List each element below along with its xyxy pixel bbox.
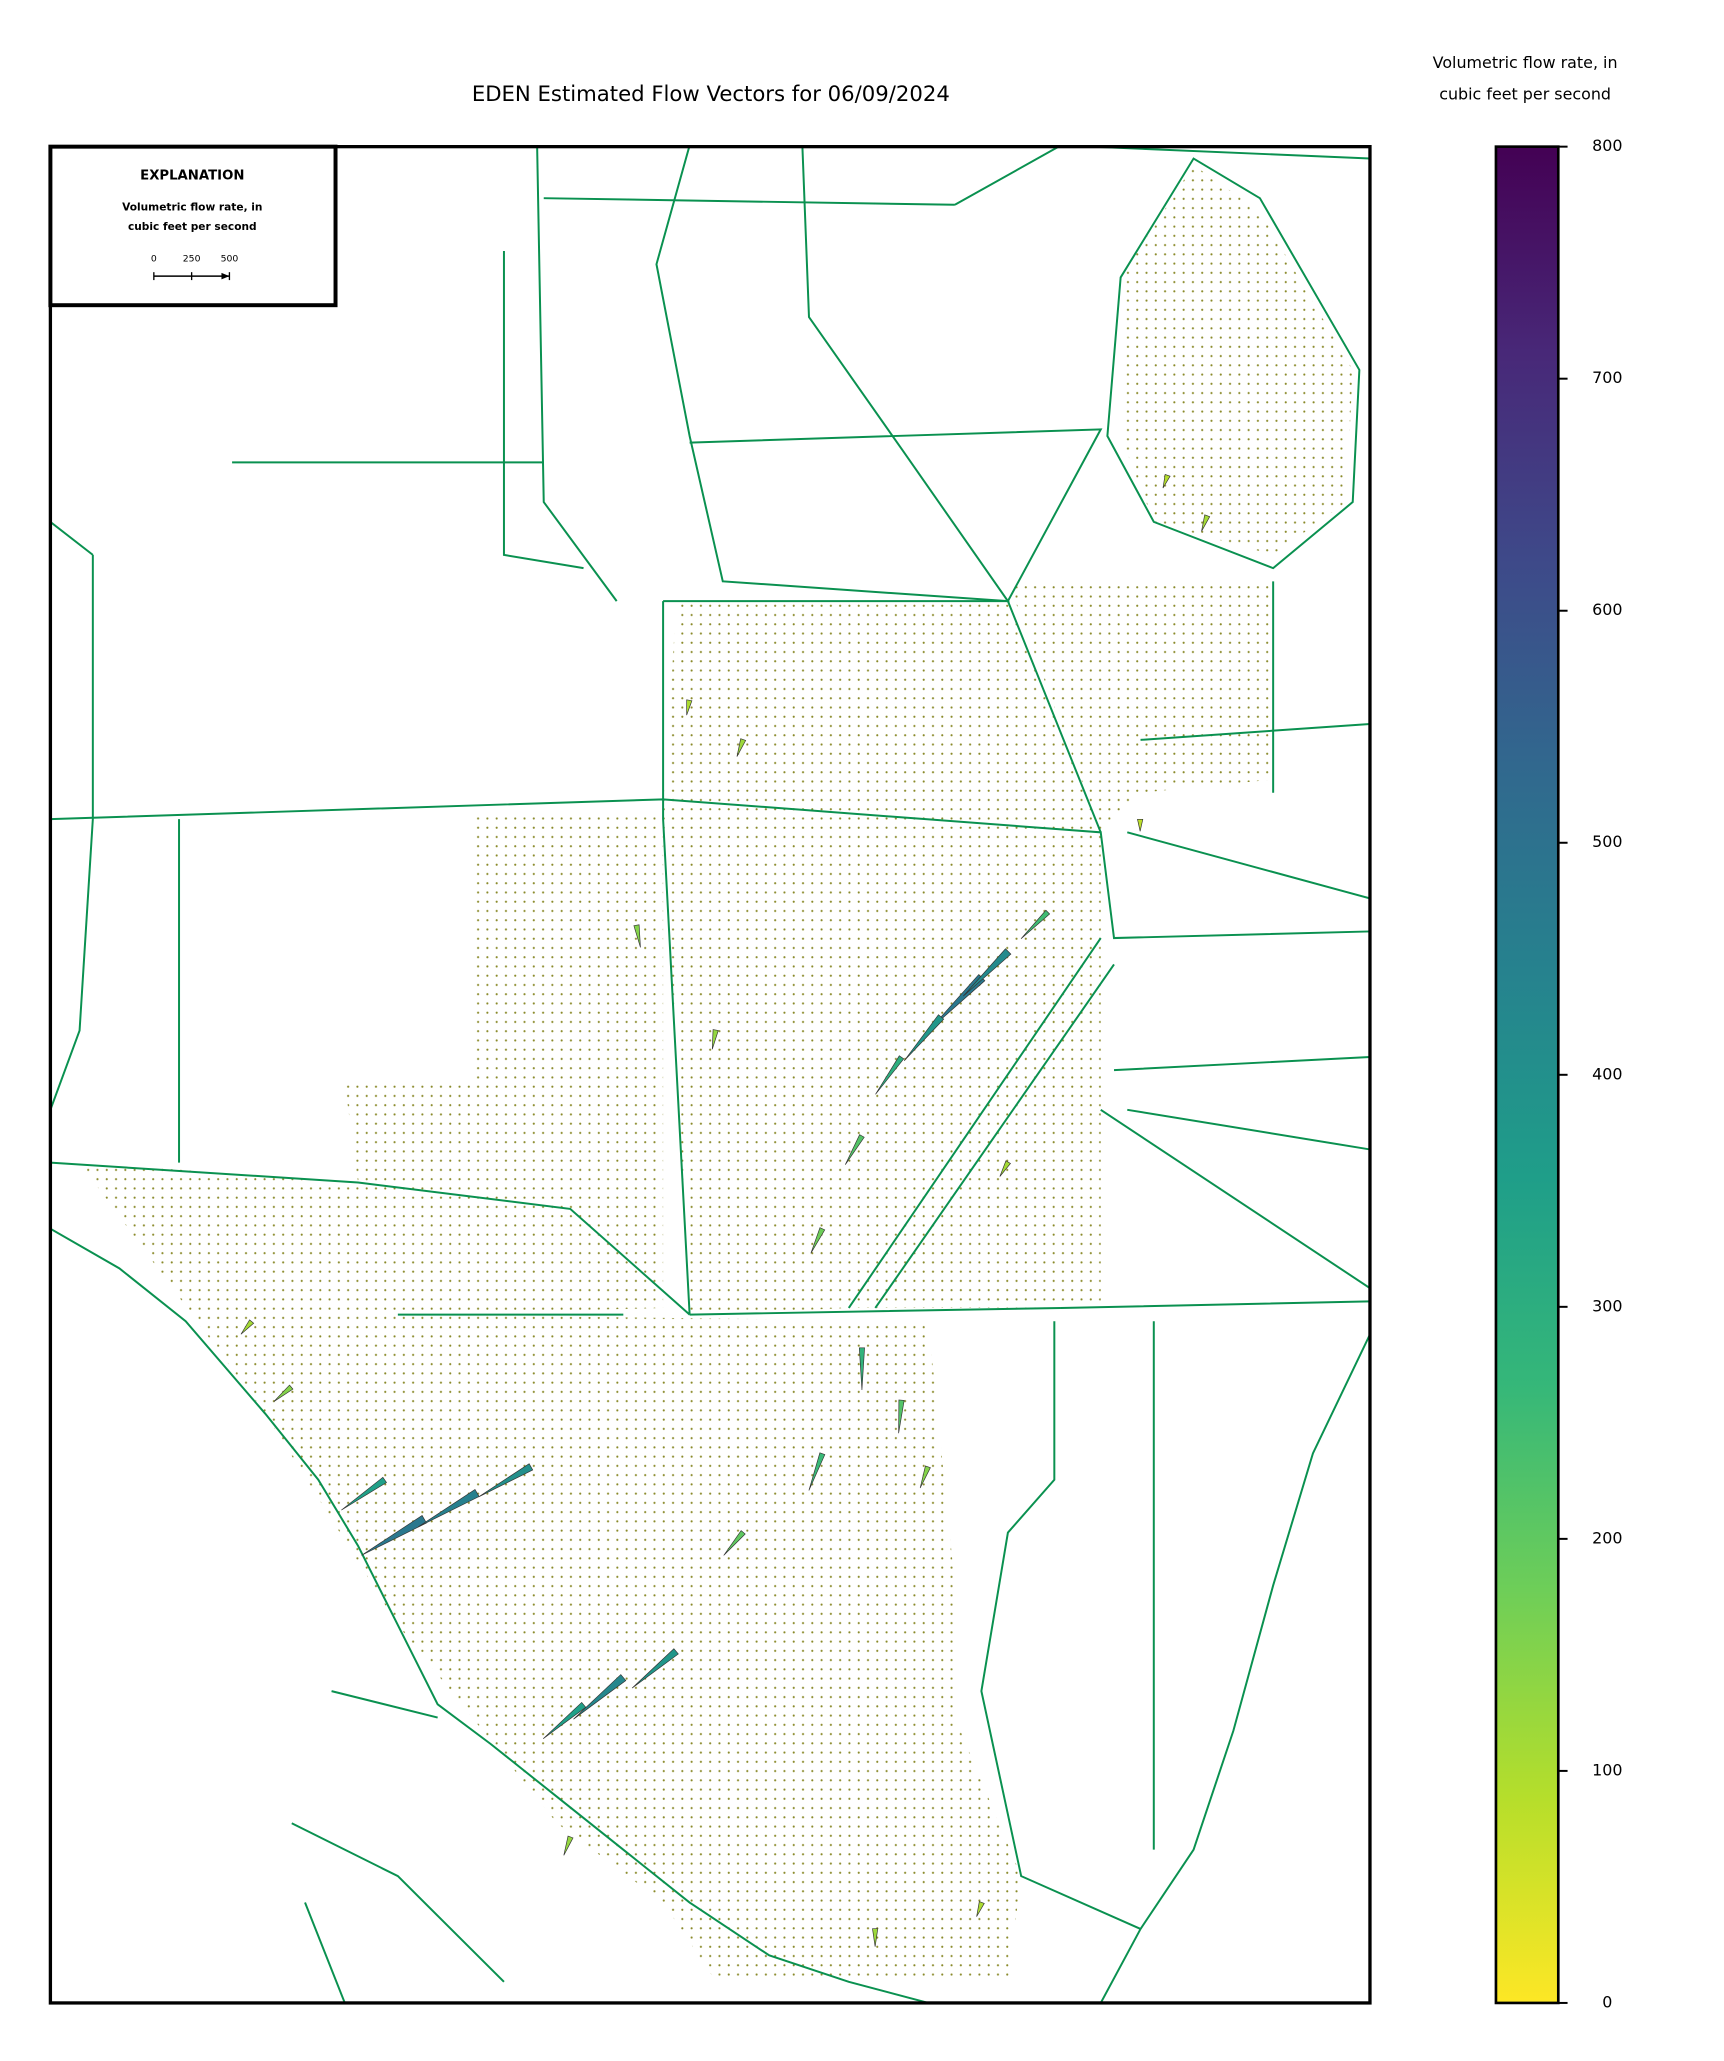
boundaries xyxy=(50,146,1370,2003)
colorbar-tick-label: 800 xyxy=(1592,136,1622,155)
explanation-heading: EXPLANATION xyxy=(140,169,244,184)
colorbar-tick-label: 500 xyxy=(1592,832,1622,851)
scale-arrow: 0 250 500 xyxy=(151,253,239,281)
explanation-box xyxy=(48,144,338,308)
scale-tick-label: 500 xyxy=(221,253,239,264)
flow-vector xyxy=(633,924,641,948)
flow-vector xyxy=(240,1319,255,1335)
flow-vector xyxy=(1020,909,1051,939)
flow-vector xyxy=(631,1648,679,1689)
flow-vector xyxy=(563,1835,574,1856)
flow-vector xyxy=(919,1465,931,1489)
scale-tick-label: 0 xyxy=(151,253,157,264)
colorbar-label: cubic feet per second xyxy=(1439,85,1611,104)
scale-tick-label: 250 xyxy=(183,253,201,264)
colorbar-tick-label: 200 xyxy=(1592,1528,1622,1547)
flow-vector xyxy=(361,1514,427,1556)
flow-vector xyxy=(845,1134,865,1165)
flow-vector xyxy=(808,1452,826,1491)
explanation-label: Volumetric flow rate, in xyxy=(122,201,262,213)
colorbar-ticks: 0 100 200 300 400 500 600 700 800 xyxy=(1558,136,1623,2011)
flow-vector xyxy=(273,1384,294,1402)
flow-vector xyxy=(686,699,693,716)
flow-vector xyxy=(478,1463,534,1498)
flow-vector xyxy=(542,1701,587,1739)
flow-vector xyxy=(1162,473,1171,489)
flow-vector xyxy=(1137,818,1144,832)
figure: EDEN Estimated Flow Vectors for 06/09/20… xyxy=(48,53,1623,2011)
colorbar-tick-label: 600 xyxy=(1592,600,1622,619)
flow-vector xyxy=(736,738,747,757)
flow-vector xyxy=(417,1489,480,1528)
map-frame xyxy=(48,145,1372,2005)
explanation-label: cubic feet per second xyxy=(128,221,257,233)
map xyxy=(50,146,1370,2003)
flow-vector xyxy=(723,1530,746,1556)
colorbar-tick-label: 0 xyxy=(1602,1992,1612,2011)
flow-vector xyxy=(872,1928,879,1947)
flow-vector xyxy=(903,1014,945,1061)
flow-vector xyxy=(898,1399,905,1434)
flow-vector xyxy=(858,1347,865,1390)
title: EDEN Estimated Flow Vectors for 06/09/20… xyxy=(472,81,950,106)
colorbar-tick-label: 400 xyxy=(1592,1064,1622,1083)
flow-vector xyxy=(341,1476,387,1511)
colorbar-label: Volumetric flow rate, in xyxy=(1433,53,1618,72)
colorbar-tick-label: 100 xyxy=(1592,1760,1622,1779)
flow-vector xyxy=(711,1029,719,1050)
flow-vector xyxy=(1201,514,1211,532)
flow-vector xyxy=(976,1901,985,1917)
flow-vector xyxy=(810,1227,826,1254)
flow-vector xyxy=(999,1160,1011,1177)
scale-head xyxy=(221,272,230,280)
flow-vectors xyxy=(240,473,1211,1947)
flow-vector xyxy=(875,1055,905,1095)
grid-domain xyxy=(79,165,1353,1982)
flow-vector xyxy=(573,1674,627,1720)
flow-vector xyxy=(963,948,1012,997)
colorbar-tick-label: 300 xyxy=(1592,1296,1622,1315)
colorbar xyxy=(1494,145,1560,2005)
colorbar-tick-label: 700 xyxy=(1592,368,1622,387)
